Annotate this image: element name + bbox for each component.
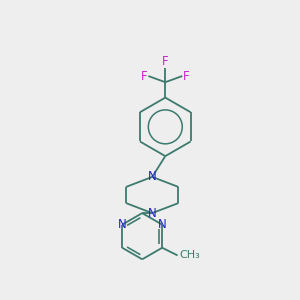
Text: F: F [183, 70, 190, 83]
Text: F: F [162, 55, 169, 68]
Text: N: N [118, 218, 127, 231]
Text: N: N [148, 170, 157, 183]
Text: N: N [148, 207, 157, 220]
Text: F: F [141, 70, 148, 83]
Text: CH₃: CH₃ [179, 250, 200, 260]
Text: N: N [158, 218, 167, 231]
